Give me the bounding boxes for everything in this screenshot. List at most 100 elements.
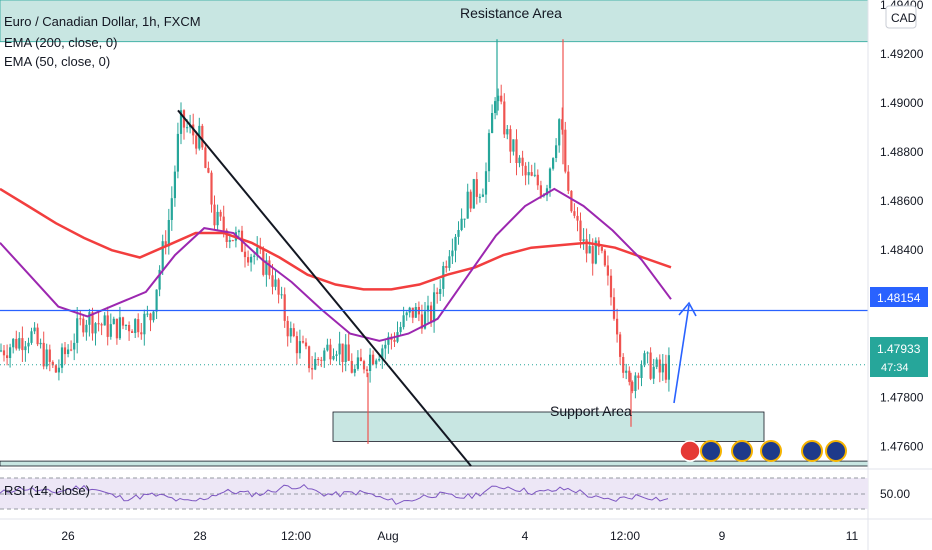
candle-body bbox=[649, 352, 652, 379]
x-tick-label: 26 bbox=[61, 529, 75, 543]
candle-body bbox=[369, 354, 372, 371]
candle-body bbox=[448, 256, 451, 268]
candle-body bbox=[85, 324, 88, 333]
candle-body bbox=[54, 365, 57, 373]
rsi-label: RSI (14, close) bbox=[4, 483, 90, 498]
candle-body bbox=[33, 327, 36, 332]
candle-body bbox=[109, 324, 112, 337]
candle-body bbox=[51, 361, 54, 366]
candle-body bbox=[375, 360, 378, 365]
candle-body bbox=[60, 347, 64, 368]
candle-body bbox=[207, 167, 210, 173]
candle-body bbox=[164, 241, 167, 247]
candle-body bbox=[454, 236, 457, 251]
candle-body bbox=[576, 215, 579, 221]
candle-body bbox=[2, 350, 6, 356]
candle-body bbox=[97, 323, 100, 325]
x-tick-label: 12:00 bbox=[281, 529, 311, 543]
currency-badge[interactable]: CAD bbox=[885, 5, 917, 29]
candle-body bbox=[344, 344, 347, 362]
candle-body bbox=[350, 360, 353, 373]
candle-body bbox=[79, 318, 82, 320]
candle-body bbox=[365, 369, 369, 371]
event-flag-icon-eu-2[interactable] bbox=[731, 440, 753, 462]
candle-body bbox=[289, 328, 292, 337]
candle-body bbox=[21, 338, 24, 351]
candle-body bbox=[195, 135, 198, 149]
candle-body bbox=[237, 230, 240, 233]
event-flag-icon-ca[interactable] bbox=[679, 440, 701, 462]
rsi-pane[interactable]: RSI (14, close) 50.00 bbox=[0, 468, 932, 510]
y-tick-label: 1.48800 bbox=[880, 145, 924, 159]
candle-body bbox=[500, 95, 503, 102]
candle-body bbox=[301, 341, 305, 343]
candle-body bbox=[661, 363, 664, 373]
event-flag-icon-eu-3[interactable] bbox=[760, 440, 782, 462]
candle-body bbox=[295, 336, 298, 354]
candle-body bbox=[286, 320, 289, 337]
candle-body bbox=[353, 369, 356, 373]
event-flag-icon-eu-5[interactable] bbox=[825, 440, 847, 462]
y-tick-label: 1.47800 bbox=[880, 390, 924, 404]
candle-body bbox=[67, 349, 70, 354]
event-flag-icon-eu-1[interactable] bbox=[700, 440, 722, 462]
candle-body bbox=[667, 355, 670, 380]
candle-body bbox=[161, 241, 164, 270]
candle-body bbox=[512, 139, 515, 152]
candle-body bbox=[573, 211, 576, 216]
x-tick-label: 12:00 bbox=[610, 529, 640, 543]
candle-body bbox=[243, 251, 247, 258]
economic-event-icons[interactable] bbox=[679, 440, 847, 462]
candle-body bbox=[521, 157, 524, 166]
candle-body bbox=[314, 359, 317, 370]
candle-body bbox=[463, 218, 466, 220]
candle-body bbox=[436, 292, 439, 294]
candle-body bbox=[304, 342, 308, 347]
candle-body bbox=[442, 266, 445, 289]
candle-body bbox=[362, 361, 366, 370]
candle-body bbox=[42, 342, 45, 367]
upward-arrow[interactable] bbox=[673, 301, 697, 404]
candle-body bbox=[582, 239, 585, 242]
candle-body bbox=[503, 101, 506, 135]
candle-body bbox=[338, 343, 341, 355]
time-axis[interactable]: 26 28 12:00 Aug 4 12:00 9 11 bbox=[61, 529, 858, 543]
candle-body bbox=[460, 218, 463, 230]
candle-body bbox=[497, 95, 500, 102]
last-price-badge: 1.47933 47:34 bbox=[870, 337, 928, 377]
candle-body bbox=[341, 343, 344, 362]
rsi-level-label: 50.00 bbox=[880, 487, 910, 501]
legend-symbol: Euro / Canadian Dollar, 1h, FXCM bbox=[4, 14, 201, 29]
candle-body bbox=[292, 328, 295, 337]
event-flag-icon-eu-4[interactable] bbox=[801, 440, 823, 462]
lower-zone bbox=[0, 460, 869, 467]
candle-body bbox=[567, 171, 570, 191]
y-tick-label: 1.49000 bbox=[880, 96, 924, 110]
candle-body bbox=[320, 359, 323, 361]
candle-body bbox=[15, 338, 18, 349]
candle-body bbox=[173, 171, 176, 199]
candle-body bbox=[414, 307, 417, 318]
y-tick-label: 1.48400 bbox=[880, 243, 924, 257]
candle-body bbox=[588, 246, 591, 254]
downward-trendline[interactable] bbox=[177, 109, 472, 467]
candle-body bbox=[222, 216, 225, 231]
candle-body bbox=[152, 311, 155, 321]
candle-body bbox=[149, 313, 152, 321]
candle-body bbox=[63, 347, 67, 355]
horizontal-line-price-badge: 1.48154 bbox=[870, 287, 928, 307]
candle-body bbox=[481, 194, 484, 197]
candle-body bbox=[298, 341, 301, 354]
candle-body bbox=[585, 239, 588, 254]
zones-layer bbox=[0, 0, 869, 467]
candle-body bbox=[277, 279, 280, 295]
candle-body bbox=[631, 381, 634, 392]
candle-body bbox=[155, 289, 158, 312]
candle-body bbox=[73, 342, 76, 350]
candle-body bbox=[115, 318, 118, 339]
candle-body bbox=[552, 158, 555, 169]
candle-body bbox=[274, 279, 277, 287]
candle-body bbox=[57, 367, 60, 373]
